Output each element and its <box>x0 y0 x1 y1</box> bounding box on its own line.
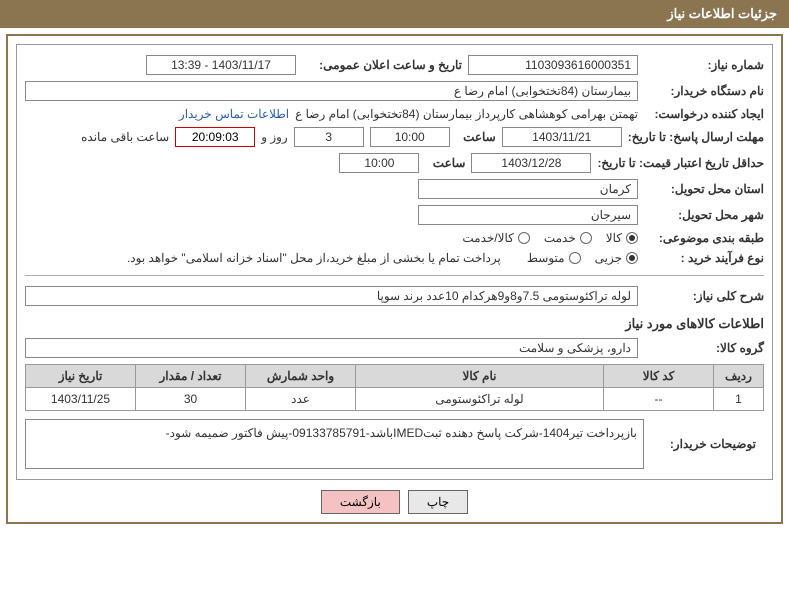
row-process: نوع فرآیند خرید : جزیی متوسط پرداخت تمام… <box>25 251 764 265</box>
row-need-number: شماره نیاز: 1103093616000351 تاریخ و ساع… <box>25 55 764 75</box>
province-value: کرمان <box>418 179 638 199</box>
back-button[interactable]: بازگشت <box>321 490 400 514</box>
cell-name: لوله تراکئوستومی <box>356 388 604 411</box>
group-value: دارو، پزشکی و سلامت <box>25 338 638 358</box>
main-panel: شماره نیاز: 1103093616000351 تاریخ و ساع… <box>6 34 783 524</box>
validity-time: 10:00 <box>339 153 419 173</box>
buyer-org-value: بیمارستان (84تختخوابی) امام رضا ع <box>25 81 638 101</box>
panel-title: جزئیات اطلاعات نیاز <box>667 6 777 21</box>
validity-date: 1403/12/28 <box>471 153 591 173</box>
cell-date: 1403/11/25 <box>26 388 136 411</box>
row-city: شهر محل تحویل: سیرجان <box>25 205 764 225</box>
radio-dot-icon <box>518 232 530 244</box>
buyer-desc-text: بازپرداخت تیر1404-شرکت پاسخ دهنده ثبتIME… <box>25 419 644 469</box>
process-note: پرداخت تمام یا بخشی از مبلغ خرید،از محل … <box>127 251 501 265</box>
radio-dot-icon <box>580 232 592 244</box>
announce-value: 1403/11/17 - 13:39 <box>146 55 296 75</box>
panel-header: جزئیات اطلاعات نیاز <box>0 0 789 28</box>
radio-medium[interactable]: متوسط <box>527 251 581 265</box>
row-province: استان محل تحویل: کرمان <box>25 179 764 199</box>
days-and-label: روز و <box>261 130 288 144</box>
table-header-row: ردیف کد کالا نام کالا واحد شمارش تعداد /… <box>26 365 764 388</box>
radio-dot-icon <box>569 252 581 264</box>
radio-partial-label: جزیی <box>595 251 622 265</box>
th-code: کد کالا <box>604 365 714 388</box>
radio-both-label: کالا/خدمت <box>462 231 513 245</box>
need-no-label: شماره نیاز: <box>644 58 764 72</box>
row-deadline: مهلت ارسال پاسخ: تا تاریخ: 1403/11/21 سا… <box>25 127 764 147</box>
row-category: طبقه بندی موضوعی: کالا خدمت کالا/خدمت <box>25 231 764 245</box>
buyer-desc-label: توضیحات خریدار: <box>644 419 764 469</box>
radio-partial[interactable]: جزیی <box>595 251 638 265</box>
process-radio-group: جزیی متوسط <box>527 251 638 265</box>
th-date: تاریخ نیاز <box>26 365 136 388</box>
announce-label: تاریخ و ساعت اعلان عمومی: <box>302 58 462 72</box>
th-row: ردیف <box>714 365 764 388</box>
print-button[interactable]: چاپ <box>408 490 468 514</box>
goods-section-title: اطلاعات کالاهای مورد نیاز <box>25 316 764 332</box>
group-label: گروه کالا: <box>644 341 764 355</box>
form-container: شماره نیاز: 1103093616000351 تاریخ و ساع… <box>16 44 773 480</box>
deadline-date: 1403/11/21 <box>502 127 622 147</box>
radio-both[interactable]: کالا/خدمت <box>462 231 529 245</box>
th-qty: تعداد / مقدار <box>136 365 246 388</box>
radio-service-label: خدمت <box>544 231 576 245</box>
creator-value: تهمتن بهرامی کوهشاهی کارپرداز بیمارستان … <box>295 107 638 121</box>
cell-qty: 30 <box>136 388 246 411</box>
radio-service[interactable]: خدمت <box>544 231 592 245</box>
radio-dot-icon <box>626 252 638 264</box>
th-unit: واحد شمارش <box>246 365 356 388</box>
button-row: چاپ بازگشت <box>16 490 773 514</box>
row-creator: ایجاد کننده درخواست: تهمتن بهرامی کوهشاه… <box>25 107 764 121</box>
creator-label: ایجاد کننده درخواست: <box>644 107 764 121</box>
cell-row: 1 <box>714 388 764 411</box>
summary-value: لوله تراکئوستومی 7.5و8و9هرکدام 10عدد برن… <box>25 286 638 306</box>
buyer-desc-box: توضیحات خریدار: بازپرداخت تیر1404-شرکت پ… <box>25 419 764 469</box>
row-buyer-org: نام دستگاه خریدار: بیمارستان (84تختخوابی… <box>25 81 764 101</box>
city-label: شهر محل تحویل: <box>644 208 764 222</box>
category-label: طبقه بندی موضوعی: <box>644 231 764 245</box>
category-radio-group: کالا خدمت کالا/خدمت <box>462 231 638 245</box>
buyer-org-label: نام دستگاه خریدار: <box>644 84 764 98</box>
cell-unit: عدد <box>246 388 356 411</box>
need-no-value: 1103093616000351 <box>468 55 638 75</box>
remaining-label: ساعت باقی مانده <box>81 130 169 144</box>
days-value: 3 <box>294 127 364 147</box>
time-label-1: ساعت <box>456 130 496 144</box>
buyer-contact-link[interactable]: اطلاعات تماس خریدار <box>179 107 289 121</box>
radio-goods-label: کالا <box>606 231 622 245</box>
countdown-value: 20:09:03 <box>175 127 255 147</box>
city-value: سیرجان <box>418 205 638 225</box>
radio-goods[interactable]: کالا <box>606 231 638 245</box>
goods-table: ردیف کد کالا نام کالا واحد شمارش تعداد /… <box>25 364 764 411</box>
deadline-label: مهلت ارسال پاسخ: تا تاریخ: <box>628 130 764 144</box>
validity-label: حداقل تاریخ اعتبار قیمت: تا تاریخ: <box>597 156 764 170</box>
time-label-2: ساعت <box>425 156 465 170</box>
row-summary: شرح کلی نیاز: لوله تراکئوستومی 7.5و8و9هر… <box>25 286 764 306</box>
radio-medium-label: متوسط <box>527 251 565 265</box>
cell-code: -- <box>604 388 714 411</box>
province-label: استان محل تحویل: <box>644 182 764 196</box>
process-label: نوع فرآیند خرید : <box>644 251 764 265</box>
radio-dot-icon <box>626 232 638 244</box>
summary-label: شرح کلی نیاز: <box>644 289 764 303</box>
table-row: 1 -- لوله تراکئوستومی عدد 30 1403/11/25 <box>26 388 764 411</box>
row-validity: حداقل تاریخ اعتبار قیمت: تا تاریخ: 1403/… <box>25 153 764 173</box>
deadline-time: 10:00 <box>370 127 450 147</box>
th-name: نام کالا <box>356 365 604 388</box>
separator <box>25 275 764 276</box>
row-group: گروه کالا: دارو، پزشکی و سلامت <box>25 338 764 358</box>
